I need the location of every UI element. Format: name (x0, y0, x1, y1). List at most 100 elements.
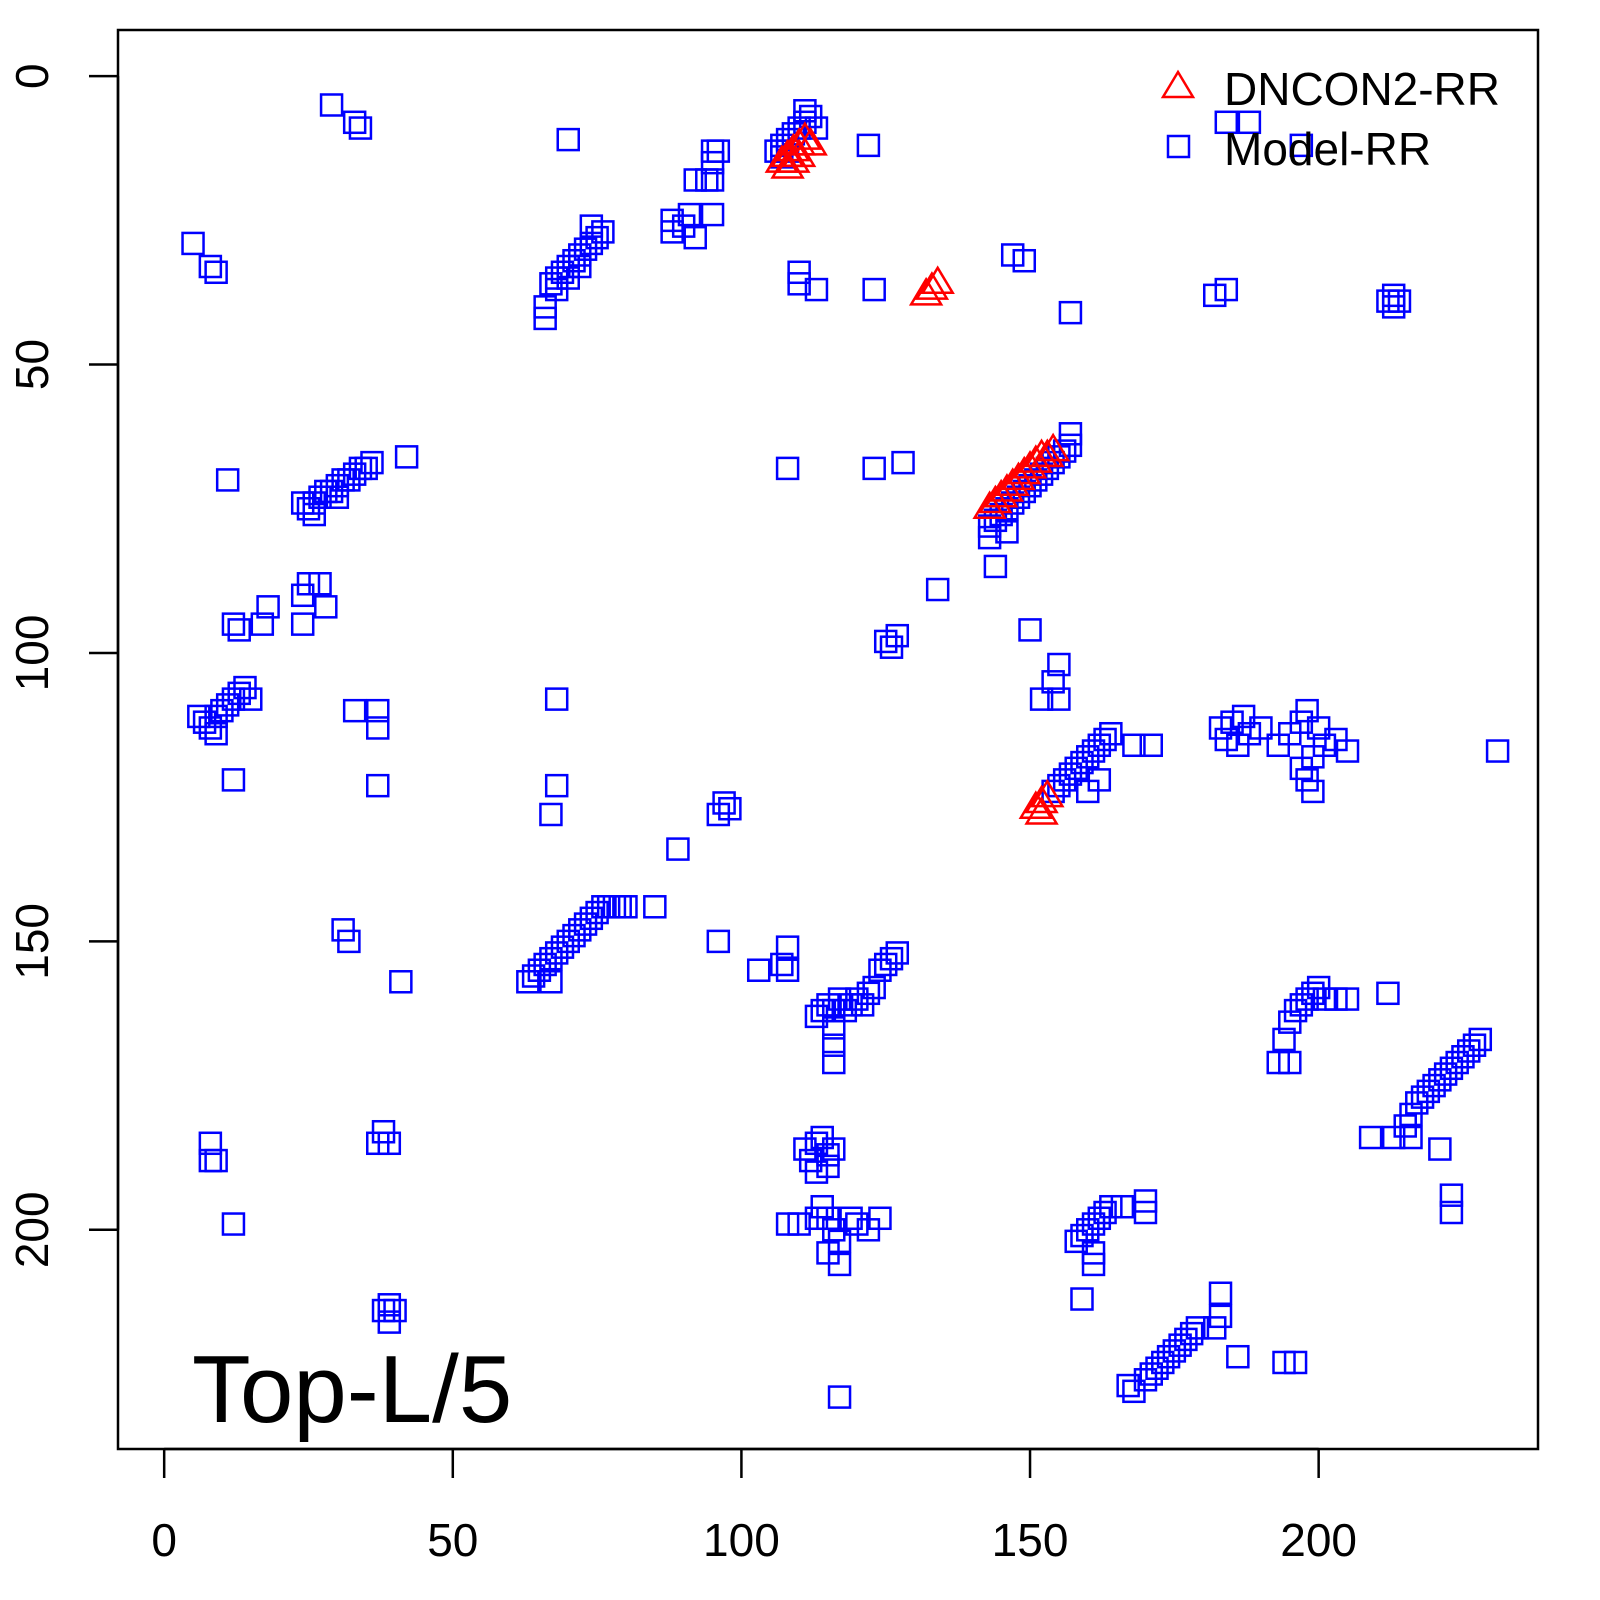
model-rr-point (1041, 670, 1065, 694)
y-tick-label: 50 (6, 339, 58, 390)
y-tick-label: 100 (6, 615, 58, 692)
model-rr-point (839, 1206, 863, 1231)
dncon2-rr-point (920, 265, 955, 295)
model-rr-point (1012, 248, 1037, 273)
model-rr-point (827, 1385, 852, 1409)
model-rr-point (1208, 1281, 1233, 1306)
dncon2-rr-point (1024, 784, 1059, 814)
x-tick-label: 50 (427, 1514, 478, 1566)
legend-triangle-icon (1160, 69, 1196, 99)
model-rr-point (700, 168, 725, 192)
model-rr-point (1047, 687, 1071, 711)
model-rr-point (787, 272, 811, 296)
x-tick-label: 200 (1280, 1514, 1357, 1566)
model-rr-point (666, 837, 690, 861)
model-rr-point (215, 468, 240, 492)
model-rr-point (1122, 733, 1146, 758)
x-tick-label: 100 (703, 1514, 780, 1566)
model-rr-point (1249, 716, 1273, 740)
dncon2-rr-point (914, 271, 950, 300)
model-rr-point (1018, 618, 1042, 642)
model-rr-point (856, 981, 881, 1006)
model-rr-point (700, 150, 725, 175)
model-rr-point (1485, 739, 1510, 763)
model-rr-point (1070, 1287, 1094, 1311)
x-tick-label: 0 (151, 1514, 177, 1566)
model-rr-point (816, 1154, 840, 1179)
model-rr-point (1099, 721, 1123, 746)
model-rr-point (995, 520, 1019, 544)
model-rr-point (1358, 1125, 1383, 1150)
dncon2-rr-point (776, 144, 811, 173)
legend-square-icon (1166, 134, 1191, 159)
model-rr-point (1289, 133, 1314, 158)
model-rr-point (1093, 727, 1117, 752)
model-rr-point (579, 214, 604, 238)
model-rr-point (827, 1252, 852, 1277)
y-axis: 0 50 100 150 200 (6, 63, 120, 1268)
model-rr-series (181, 93, 1510, 1409)
model-rr-point (879, 635, 904, 659)
model-rr-point (1278, 1050, 1302, 1075)
model-rr-point (377, 1293, 402, 1317)
model-rr-point (879, 946, 904, 971)
model-rr-point (1439, 1200, 1464, 1225)
model-rr-point (1381, 295, 1406, 319)
model-rr-point (804, 277, 829, 302)
model-rr-point (1139, 733, 1164, 758)
model-rr-point (1301, 779, 1325, 804)
legend-label-model: Model-RR (1224, 123, 1431, 175)
model-rr-point (1047, 652, 1071, 677)
dncon2-rr-series (764, 121, 1071, 825)
model-rr-point (868, 1206, 892, 1231)
model-rr-point (700, 202, 725, 227)
model-rr-point (1428, 1137, 1452, 1161)
dncon2-rr-point (1035, 432, 1071, 462)
model-rr-point (1237, 110, 1262, 135)
model-rr-point (1087, 768, 1112, 792)
model-rr-point (394, 445, 419, 469)
model-rr-point (354, 456, 378, 481)
model-rr-point (885, 941, 910, 965)
model-rr-point (1289, 756, 1314, 781)
model-rr-point (822, 1016, 846, 1040)
model-rr-point (198, 254, 223, 279)
x-axis: 0 50 100 150 200 (151, 1447, 1357, 1566)
model-rr-point (1387, 289, 1412, 313)
model-rr-point (221, 1212, 246, 1236)
model-rr-point (221, 768, 246, 792)
model-rr-point (891, 450, 915, 475)
model-rr-point (706, 929, 731, 954)
model-rr-point (539, 970, 563, 994)
model-rr-point (1081, 1252, 1106, 1277)
model-rr-point (1399, 1125, 1423, 1150)
model-rr-point (977, 525, 1002, 550)
legend: DNCON2-RR Model-RR (1160, 63, 1500, 175)
model-rr-point (1116, 1373, 1140, 1398)
model-rr-point (337, 929, 361, 954)
model-rr-point (683, 168, 707, 192)
dncon2-rr-point (1030, 438, 1065, 468)
model-rr-point (348, 116, 373, 140)
model-rr-point (366, 773, 390, 798)
model-rr-point (544, 773, 569, 798)
model-rr-point (342, 698, 367, 723)
model-rr-point (250, 612, 275, 636)
model-rr-point (1272, 1027, 1296, 1052)
model-rr-point (775, 935, 800, 959)
model-rr-point (221, 612, 246, 636)
model-rr-point (643, 895, 667, 919)
model-rr-point (787, 1212, 811, 1236)
model-rr-point (1226, 1344, 1250, 1369)
model-rr-point (302, 491, 327, 515)
model-rr-point (198, 1131, 223, 1156)
model-rr-point (1306, 716, 1331, 740)
model-rr-point (770, 952, 794, 977)
x-tick-label: 150 (992, 1514, 1069, 1566)
legend-label-dncon2: DNCON2-RR (1224, 63, 1500, 115)
model-rr-point (314, 595, 338, 619)
model-rr-point (360, 450, 384, 475)
model-rr-point (862, 975, 886, 1000)
model-rr-point (181, 231, 205, 256)
model-rr-point (1133, 1200, 1158, 1225)
